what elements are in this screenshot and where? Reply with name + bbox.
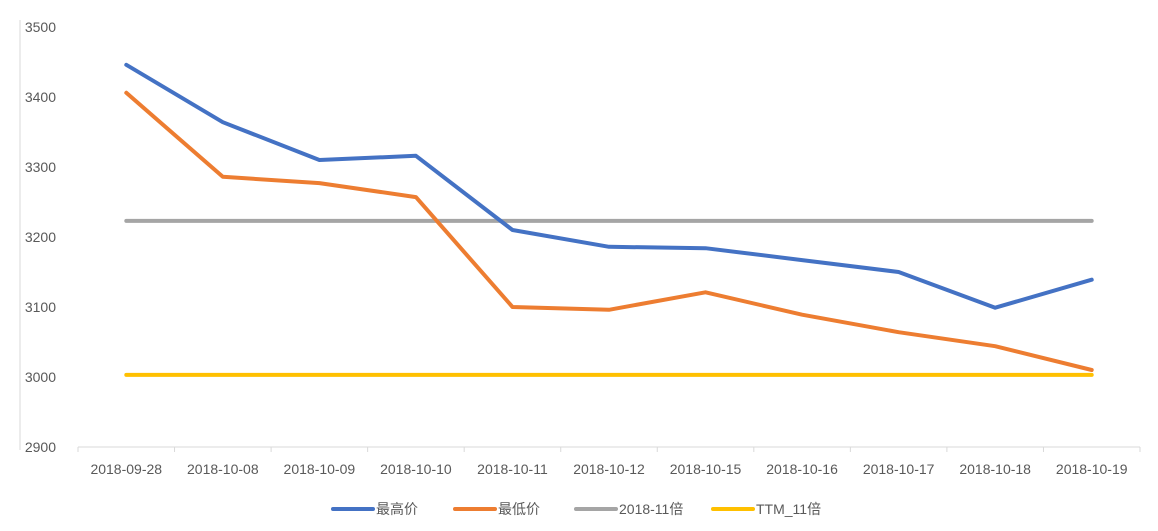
x-tick-label: 2018-10-19 [1056,461,1128,477]
y-tick-label: 2900 [25,439,56,455]
legend-label: TTM_11倍 [756,501,821,517]
y-tick-label: 3400 [25,89,56,105]
series-line-0 [124,62,1094,310]
y-tick-label: 3200 [25,229,56,245]
x-tick-label: 2018-10-10 [380,461,452,477]
y-tick-label: 3000 [25,369,56,385]
legend-label: 最低价 [498,501,540,517]
x-tick-label: 2018-10-11 [477,461,548,477]
y-tick-label: 3300 [25,159,56,175]
x-tick-label: 2018-10-18 [959,461,1031,477]
x-tick-label: 2018-09-28 [90,461,162,477]
x-tick-label: 2018-10-08 [187,461,259,477]
x-tick-label: 2018-10-16 [766,461,838,477]
series-line-1 [124,90,1094,372]
y-tick-label: 3100 [25,299,56,315]
y-tick-label: 3500 [25,19,56,35]
x-tick-label: 2018-10-12 [573,461,645,477]
x-tick-label: 2018-10-09 [284,461,356,477]
x-tick-label: 2018-10-17 [863,461,935,477]
legend-label: 最高价 [376,501,418,517]
x-tick-label: 2018-10-15 [670,461,742,477]
legend-label: 2018-11倍 [619,501,683,517]
